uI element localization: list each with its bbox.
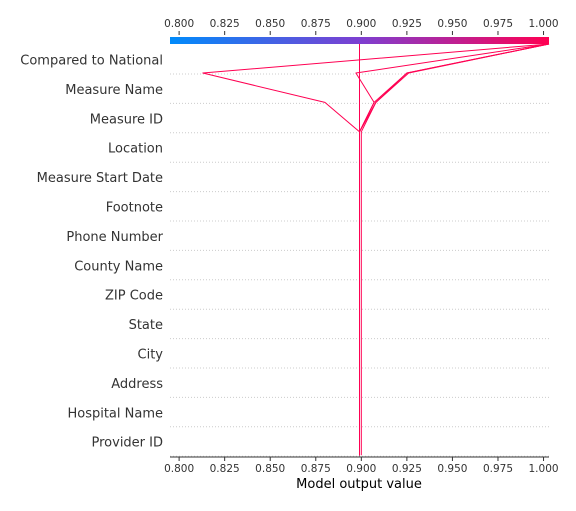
feature-label: Measure Name [65, 83, 163, 98]
colorbar [170, 37, 549, 44]
decision-path [355, 43, 550, 456]
bottom-tick-label: 0.900 [346, 463, 376, 475]
feature-label: Measure ID [90, 112, 163, 127]
top-tick-label: 0.875 [301, 18, 331, 30]
decision-path [360, 43, 550, 456]
feature-label: ZIP Code [105, 289, 163, 304]
top-tick-label: 0.825 [210, 18, 240, 30]
top-tick-label: 1.000 [529, 18, 559, 30]
bottom-tick-label: 0.950 [437, 463, 467, 475]
top-tick-label: 0.975 [483, 18, 513, 30]
bottom-tick-label: 0.825 [210, 463, 240, 475]
feature-label: Location [108, 142, 163, 157]
top-tick-label: 0.925 [392, 18, 422, 30]
feature-label: State [129, 318, 163, 333]
decision-path [202, 43, 550, 456]
bottom-tick-label: 0.850 [255, 463, 285, 475]
top-tick-label: 0.850 [255, 18, 285, 30]
decision-path [359, 43, 550, 456]
bottom-tick-label: 1.000 [529, 463, 559, 475]
bottom-tick-label: 0.925 [392, 463, 422, 475]
bottom-tick-label: 0.800 [164, 463, 194, 475]
top-tick-label: 0.800 [164, 18, 194, 30]
feature-label: Provider ID [92, 436, 164, 451]
feature-label: Address [111, 377, 163, 392]
top-tick-label: 0.950 [437, 18, 467, 30]
feature-label: Measure Start Date [37, 171, 163, 186]
feature-label: City [138, 348, 164, 363]
feature-label: Footnote [106, 201, 163, 216]
bottom-tick-label: 0.975 [483, 463, 513, 475]
feature-label: Compared to National [20, 54, 163, 69]
feature-label: County Name [74, 259, 163, 274]
decision-path [359, 43, 550, 456]
bottom-tick-label: 0.875 [301, 463, 331, 475]
top-tick-label: 0.900 [346, 18, 376, 30]
feature-label: Hospital Name [67, 406, 163, 421]
x-axis-title: Model output value [296, 477, 422, 492]
feature-label: Phone Number [66, 230, 163, 245]
